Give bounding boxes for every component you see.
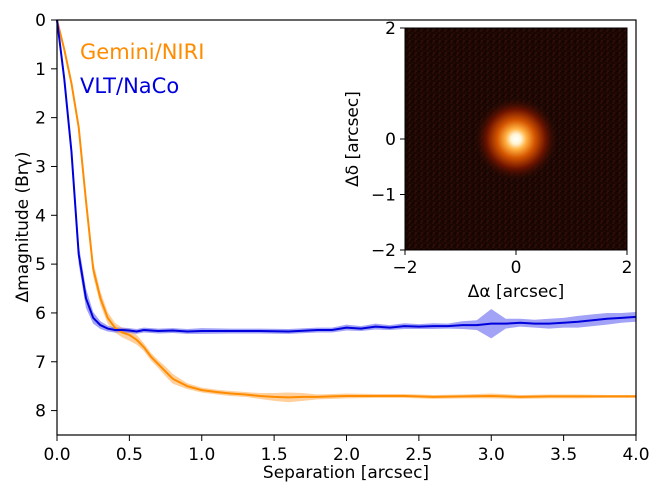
- legend: Gemini/NIRI VLT/NaCo: [80, 40, 204, 98]
- inset-y-tick-label: 2: [385, 19, 396, 39]
- legend-entry-vlt: VLT/NaCo: [80, 74, 179, 98]
- x-tick-label: 1.0: [188, 445, 215, 465]
- y-axis-label: Δmagnitude (Brγ): [13, 152, 33, 303]
- y-tick-label: 1: [35, 60, 46, 80]
- inset-y-tick-label: −2: [371, 241, 396, 261]
- x-tick-label: 2.0: [333, 445, 360, 465]
- inset-image-panel: −2 0 2 2 0 −1 −2 Δα [arcsec] Δδ [arcsec]: [343, 19, 632, 302]
- y-tick-label: 8: [35, 402, 46, 422]
- inset-y-tick-label: 0: [385, 130, 396, 150]
- x-tick-label: 3.5: [550, 445, 577, 465]
- inset-x-tick-label: −2: [392, 258, 417, 278]
- x-tick-label: 3.0: [478, 445, 505, 465]
- inset-y-tick-label: −1: [371, 186, 396, 206]
- x-tick-label: 1.5: [261, 445, 288, 465]
- x-axis-label: Separation [arcsec]: [263, 463, 429, 483]
- inset-x-axis-label: Δα [arcsec]: [468, 282, 565, 302]
- series-line-vlt: [56, 19, 637, 333]
- star-source: [474, 97, 558, 181]
- inset-x-tick-label: 2: [622, 258, 633, 278]
- y-tick-label: 0: [35, 11, 46, 31]
- legend-entry-gemini: Gemini/NIRI: [80, 40, 204, 64]
- x-tick-label: 4.0: [622, 445, 649, 465]
- y-tick-label: 7: [35, 353, 46, 373]
- x-tick-label: 2.5: [405, 445, 432, 465]
- inset-x-tick-label: 0: [511, 258, 522, 278]
- y-tick-label: 2: [35, 109, 46, 129]
- y-tick-label: 4: [35, 206, 46, 226]
- series-line-gemini: [56, 19, 636, 399]
- x-tick-label: 0.5: [116, 445, 143, 465]
- x-tick-label: 0.0: [43, 445, 70, 465]
- y-tick-label: 5: [35, 255, 46, 275]
- y-tick-label: 6: [35, 304, 46, 324]
- inset-y-axis-label: Δδ [arcsec]: [343, 91, 363, 187]
- y-tick-label: 3: [35, 157, 46, 177]
